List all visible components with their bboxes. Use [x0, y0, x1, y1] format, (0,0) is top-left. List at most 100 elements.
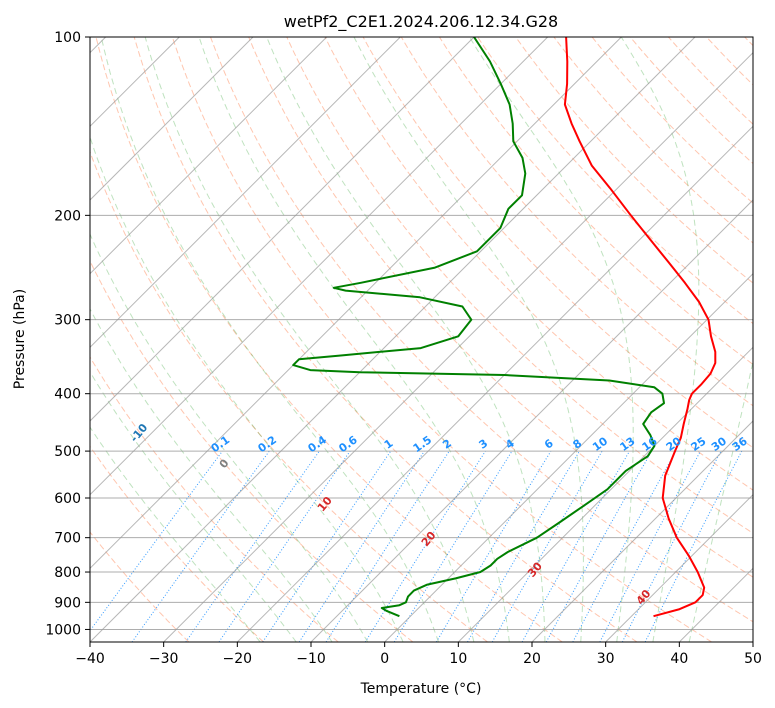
dry-adiabat: [591, 37, 753, 204]
mixing-ratio-line: [435, 450, 552, 642]
isotherm: [90, 37, 622, 570]
moist-adiabat: [198, 37, 510, 642]
mixing-ratio-line: [621, 450, 722, 642]
isotherm: [752, 641, 753, 642]
y-tick-label: 700: [54, 531, 81, 547]
mixing-ratio-label: 6: [542, 437, 556, 452]
mixing-ratio-label: 0.6: [336, 433, 360, 455]
isotherm: [90, 37, 254, 201]
mixing-ratio-line: [262, 450, 392, 642]
dry-adiabat-label: 40: [634, 587, 654, 607]
dry-adiabat: [706, 37, 753, 86]
isotherm: [605, 493, 753, 642]
dry-adiabat: [248, 37, 753, 578]
y-tick-label: 300: [54, 313, 81, 329]
dry-adiabat-label: -10: [128, 421, 151, 445]
isotherm: [384, 272, 753, 642]
isotherm: [90, 37, 696, 642]
dry-adiabat: [553, 37, 753, 244]
x-tick-label: 30: [597, 651, 615, 667]
mixing-ratio-label: 0.2: [256, 433, 279, 455]
x-tick-label: −40: [75, 651, 105, 667]
isotherm: [457, 346, 753, 642]
dry-adiabat: [400, 37, 753, 407]
sounding-series: [292, 37, 717, 618]
x-tick-label: 20: [523, 651, 541, 667]
y-tick-label: 1000: [45, 622, 81, 638]
moist-adiabat: [620, 37, 700, 642]
y-tick-label: 600: [54, 491, 81, 507]
mixing-ratio-line: [298, 450, 425, 642]
moist-adiabat: [469, 37, 634, 642]
line-labels: 0.10.20.40.611.52346810131620253036-100-…: [128, 421, 750, 607]
dry-adiabat: [210, 37, 753, 623]
dry-adiabat: [90, 445, 264, 642]
y-tick-label: 800: [54, 565, 81, 581]
y-tick-label: 500: [54, 444, 81, 460]
dry-adiabat: [438, 37, 753, 366]
y-tick-label: 400: [54, 387, 81, 403]
dry-adiabat: [95, 37, 563, 642]
mixing-ratio-line: [364, 450, 486, 642]
moist-adiabat: [90, 426, 261, 642]
dry-adiabat: [668, 37, 753, 125]
x-tick-label: 0: [380, 651, 389, 667]
dry-adiabat: [744, 37, 753, 47]
mixing-ratio-label: 2: [440, 437, 454, 452]
axes: −40 −30 −20 −10 0 10 20 30 40 50 1000 900 800 700 600 5…: [45, 30, 762, 667]
moist-adiabat: [90, 135, 404, 642]
isotherm: [90, 37, 401, 349]
dry-adiabat: [515, 37, 753, 284]
mixing-ratio-label: 0.4: [306, 433, 330, 455]
moist-adiabat: [266, 37, 546, 642]
isotherm: [531, 420, 753, 642]
moist-adiabat: [144, 37, 475, 642]
mixing-ratio-line: [131, 450, 270, 642]
moist-adiabat: [90, 370, 297, 642]
isotherm: [90, 37, 328, 275]
dewpoint-profile: [292, 37, 665, 618]
mixing-ratio-line: [325, 450, 450, 642]
moist-adiabat: [90, 232, 369, 642]
reference-lines: [90, 37, 753, 642]
dry-adiabat: [90, 259, 414, 642]
dry-adiabat: [133, 37, 638, 642]
mixing-ratio-label: 3: [477, 437, 491, 452]
dry-adiabat-label: 30: [525, 559, 545, 579]
plot-frame: [89, 36, 754, 643]
isotherm: [90, 37, 475, 422]
dry-adiabat: [90, 531, 190, 642]
moist-adiabat: [688, 358, 753, 642]
moist-adiabat: [100, 37, 439, 642]
isotherm: [90, 37, 549, 496]
mixing-ratio-line: [90, 450, 223, 632]
mixing-ratio-label: 0.1: [209, 433, 232, 455]
chart-title: wetPf2_C2E1.2024.206.12.34.G28: [284, 12, 558, 32]
temperature-profile: [563, 37, 717, 618]
mixing-ratio-line: [644, 450, 743, 642]
y-tick-label: 900: [54, 595, 81, 611]
isotherm: [163, 51, 753, 642]
x-tick-label: −20: [223, 651, 253, 667]
dry-adiabat: [90, 356, 339, 642]
x-tick-label: −10: [296, 651, 326, 667]
mixing-ratio-label: 1.5: [411, 433, 434, 455]
y-tick-label: 200: [54, 208, 81, 224]
mixing-ratio-line: [599, 450, 701, 642]
isotherm: [678, 567, 753, 642]
x-tick-label: 50: [744, 651, 762, 667]
mixing-ratio-line: [467, 450, 580, 642]
moist-adiabat: [90, 308, 333, 642]
x-tick-label: −30: [149, 651, 179, 667]
x-axis-label: Temperature (°C): [360, 681, 482, 697]
y-tick-label: 100: [54, 30, 81, 46]
y-axis-label: Pressure (hPa): [12, 289, 28, 389]
x-tick-label: 40: [670, 651, 688, 667]
mixing-ratio-line: [545, 450, 653, 642]
x-tick-label: 10: [449, 651, 467, 667]
isotherm: [310, 199, 753, 642]
moist-adiabat: [353, 37, 584, 642]
dry-adiabat: [90, 150, 488, 642]
isotherm: [236, 125, 753, 642]
